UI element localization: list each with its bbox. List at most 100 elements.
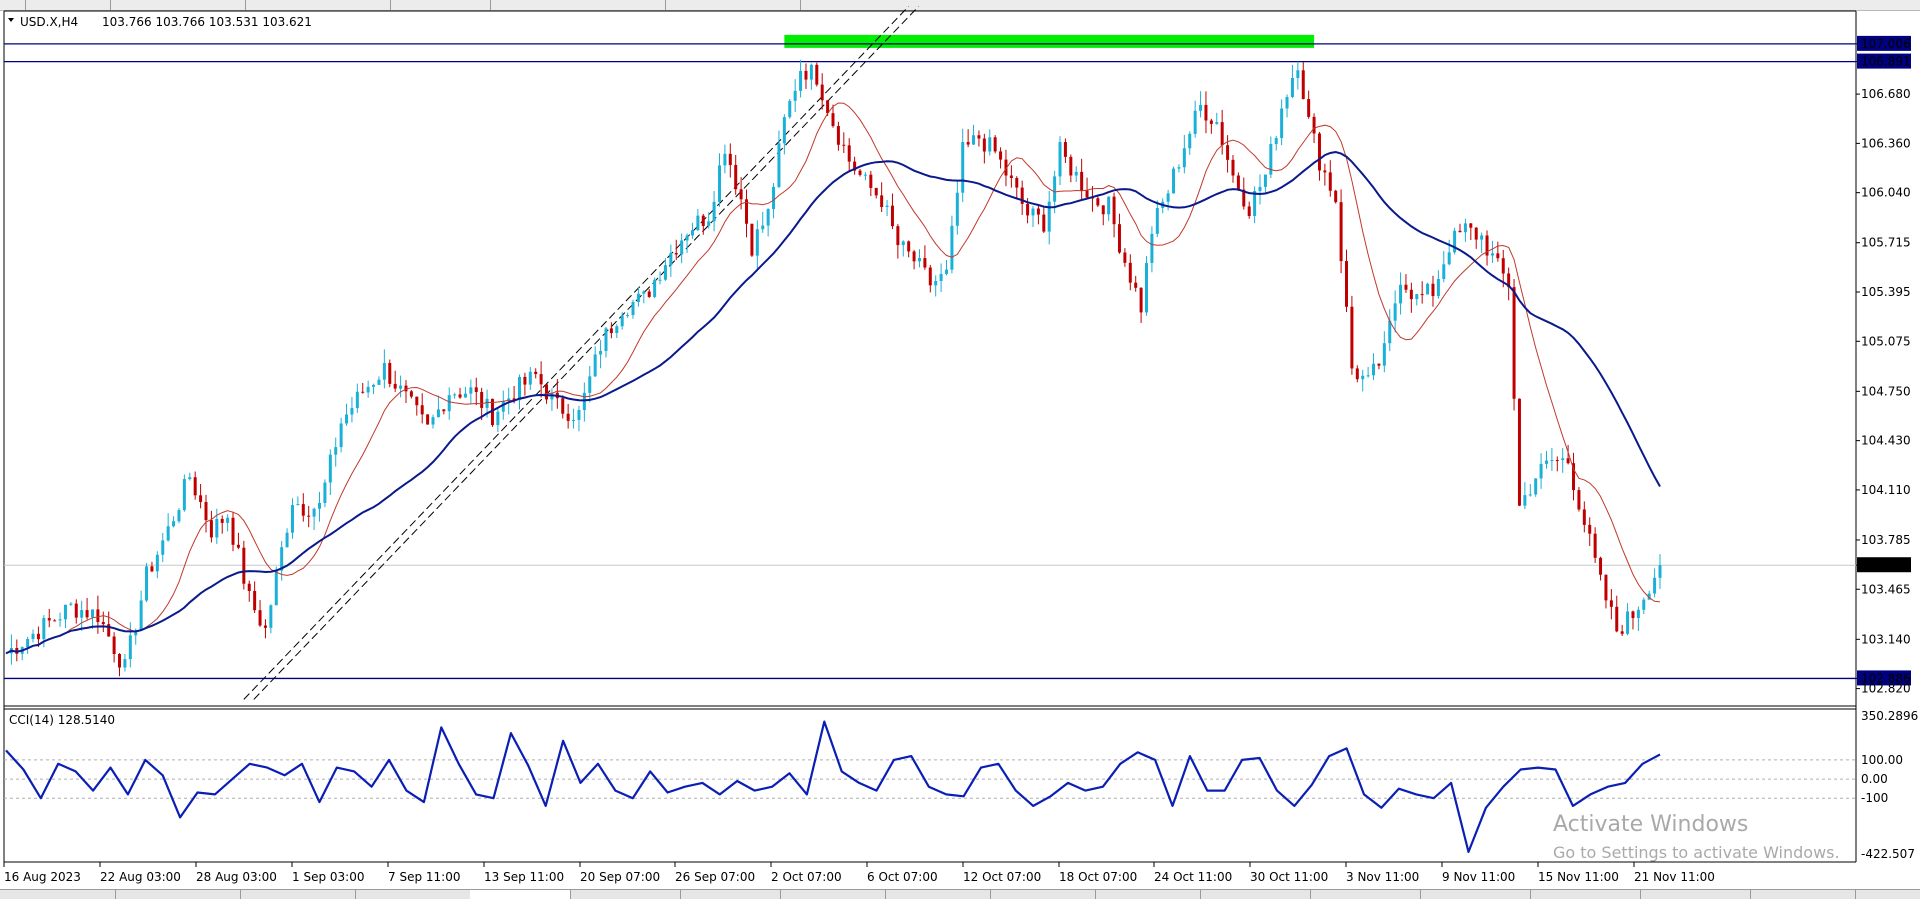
candle-body: [1301, 70, 1305, 100]
candle-body: [177, 510, 181, 522]
chart-tab[interactable]: [470, 890, 571, 899]
candle-body: [1107, 196, 1111, 215]
candle-body: [685, 235, 689, 241]
candle-body: [372, 384, 376, 387]
chart-tab[interactable]: [1750, 890, 1856, 899]
candle-body: [1274, 138, 1278, 144]
candle-body: [361, 391, 365, 393]
price-axis-label: 105.075: [1861, 334, 1911, 348]
candle-body: [1193, 110, 1197, 134]
chart-tab[interactable]: [240, 890, 356, 899]
candle-body: [1220, 122, 1224, 146]
chart-tab[interactable]: [990, 890, 1096, 899]
tab-divider: [245, 0, 246, 10]
candle-body: [1409, 289, 1413, 300]
candle-body: [404, 385, 408, 392]
candle-body: [1604, 574, 1608, 601]
candle-body: [1404, 284, 1408, 290]
candle-body: [1636, 609, 1640, 619]
chart-tab[interactable]: [780, 890, 886, 899]
candle-body: [1572, 463, 1576, 491]
price-axis-label: 103.140: [1861, 632, 1911, 646]
price-axis-label: 106.040: [1861, 186, 1911, 200]
candle-body: [220, 518, 224, 523]
price-axis-label: 106.680: [1861, 87, 1911, 101]
menu-triangle-icon[interactable]: [8, 18, 14, 22]
candle-body: [215, 518, 219, 538]
candle-body: [826, 100, 830, 114]
time-axis-label: 28 Aug 03:00: [196, 870, 277, 884]
time-axis-label: 16 Aug 2023: [4, 870, 81, 884]
chart-tab[interactable]: [885, 890, 991, 899]
chart-tab[interactable]: [1200, 890, 1311, 899]
price-axis-label: 103.621: [1861, 558, 1911, 572]
candlestick-layer: [9, 59, 1662, 677]
candle-body: [572, 419, 576, 421]
chart-tab[interactable]: [0, 890, 116, 899]
candle-body: [1355, 368, 1359, 380]
candle-body: [1036, 208, 1040, 215]
cci-indicator-label: CCI(14) 128.5140: [9, 713, 115, 727]
candle-body: [1658, 565, 1662, 578]
candle-body: [593, 354, 597, 377]
candle-body: [1074, 171, 1078, 176]
candle-body: [1009, 175, 1013, 179]
candle-body: [582, 392, 586, 410]
candle-body: [1031, 208, 1035, 216]
candle-body: [523, 376, 527, 385]
candle-body: [707, 221, 711, 226]
chart-tab[interactable]: [1095, 890, 1201, 899]
candle-body: [1344, 261, 1348, 307]
candle-body: [690, 230, 694, 236]
candle-body: [1015, 178, 1019, 188]
chart-tab[interactable]: [1530, 890, 1641, 899]
candle-body: [112, 636, 116, 654]
horizontal-levels-layer: [4, 43, 1856, 680]
tab-divider: [25, 0, 26, 10]
chart-tab[interactable]: [1640, 890, 1751, 899]
candle-body: [1253, 191, 1257, 216]
chart-tab[interactable]: [1420, 890, 1531, 899]
candle-body: [355, 391, 359, 409]
candle-body: [85, 610, 89, 618]
candle-body: [1317, 133, 1321, 171]
candle-body: [1312, 116, 1316, 134]
candle-body: [1523, 495, 1527, 506]
candle-body: [604, 328, 608, 351]
candle-body: [253, 590, 257, 611]
candle-body: [1566, 458, 1570, 464]
candle-body: [161, 540, 165, 555]
candle-body: [1561, 458, 1565, 461]
candle-body: [90, 609, 94, 618]
price-label-box: [1857, 670, 1911, 686]
candle-body: [1047, 201, 1051, 232]
candle-body: [31, 633, 35, 639]
candle-body: [1323, 170, 1327, 173]
candle-body: [517, 376, 521, 401]
chart-tab[interactable]: [680, 890, 781, 899]
chart-tab[interactable]: [1310, 890, 1421, 899]
candle-body: [847, 145, 851, 162]
candle-body: [1042, 214, 1046, 232]
candle-body: [69, 603, 73, 605]
candle-body: [809, 64, 813, 80]
time-axis-label: 18 Oct 07:00: [1059, 870, 1137, 884]
watermark-line-2: Go to Settings to activate Windows.: [1553, 843, 1840, 862]
chart-tab[interactable]: [570, 890, 681, 899]
candle-body: [1544, 460, 1548, 464]
candle-body: [1117, 224, 1121, 253]
candle-body: [1269, 143, 1273, 175]
candle-body: [712, 201, 716, 222]
candle-body: [415, 396, 419, 406]
chart-tab[interactable]: [115, 890, 241, 899]
candle-body: [1182, 148, 1186, 168]
candle-body: [285, 532, 289, 548]
candle-body: [1626, 611, 1630, 634]
candle-body: [1172, 168, 1176, 194]
candle-body: [420, 405, 424, 415]
candle-body: [1453, 230, 1457, 253]
candle-body: [1388, 320, 1392, 344]
candle-body: [642, 291, 646, 294]
candle-body: [1134, 282, 1138, 288]
